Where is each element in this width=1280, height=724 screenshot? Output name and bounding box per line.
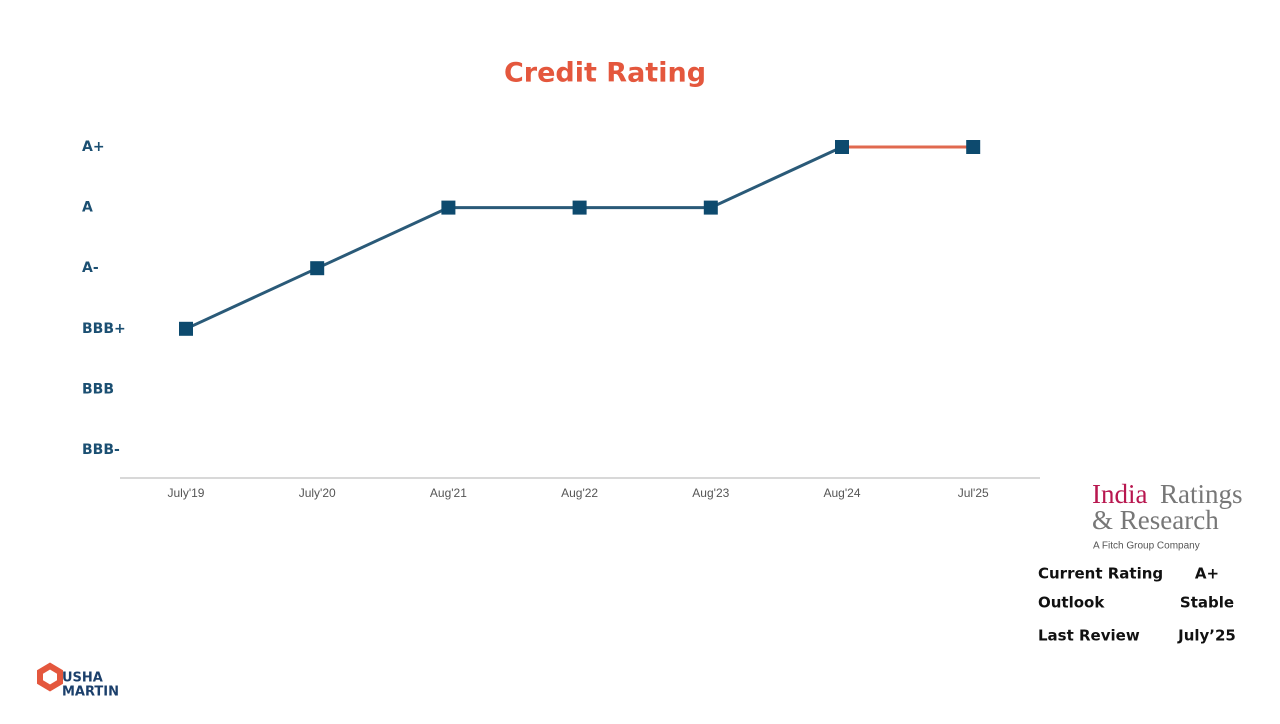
summary-label: Last Review bbox=[1038, 627, 1140, 645]
x-tick-label: Aug'24 bbox=[824, 486, 861, 500]
marker bbox=[703, 200, 718, 215]
logo-mark bbox=[37, 662, 63, 692]
summary-label: Current Rating bbox=[1038, 565, 1163, 583]
summary-value: July’25 bbox=[1177, 627, 1236, 645]
agency-name: Ratings bbox=[1160, 479, 1243, 509]
line-segment bbox=[185, 266, 318, 331]
y-tick-label: BBB+ bbox=[82, 321, 126, 337]
x-tick-label: Aug'22 bbox=[561, 486, 598, 500]
summary-value: A+ bbox=[1195, 565, 1219, 583]
company-name: USHA bbox=[62, 671, 103, 686]
marker bbox=[572, 200, 587, 215]
agency-name: India bbox=[1092, 479, 1147, 509]
x-tick-label: Jul'25 bbox=[958, 486, 989, 500]
agency-logo: India Ratings & Research A Fitch Group C… bbox=[1092, 479, 1243, 551]
summary-label: Outlook bbox=[1038, 594, 1105, 612]
agency-tagline: A Fitch Group Company bbox=[1093, 541, 1200, 552]
y-tick-label: A+ bbox=[82, 139, 105, 155]
agency-name: & Research bbox=[1092, 505, 1219, 535]
company-logo: USHA MARTIN bbox=[37, 662, 119, 700]
company-name: MARTIN bbox=[62, 685, 119, 700]
line-segment bbox=[316, 206, 450, 270]
marker bbox=[441, 200, 456, 215]
marker bbox=[835, 140, 849, 154]
marker bbox=[966, 140, 981, 154]
y-tick-label: BBB bbox=[82, 381, 114, 397]
y-tick-label: A- bbox=[82, 260, 99, 276]
x-tick-label: Aug'21 bbox=[430, 486, 467, 500]
y-tick-label: BBB- bbox=[82, 442, 120, 458]
marker bbox=[179, 321, 193, 336]
y-tick-label: A bbox=[82, 200, 93, 216]
x-tick-label: Aug'23 bbox=[692, 486, 729, 500]
x-tick-label: July'19 bbox=[168, 486, 205, 500]
summary-value: Stable bbox=[1180, 594, 1234, 612]
marker bbox=[310, 261, 325, 276]
line-segment bbox=[710, 145, 843, 209]
chart-title: Credit Rating bbox=[504, 58, 706, 89]
x-tick-label: July'20 bbox=[299, 486, 336, 500]
